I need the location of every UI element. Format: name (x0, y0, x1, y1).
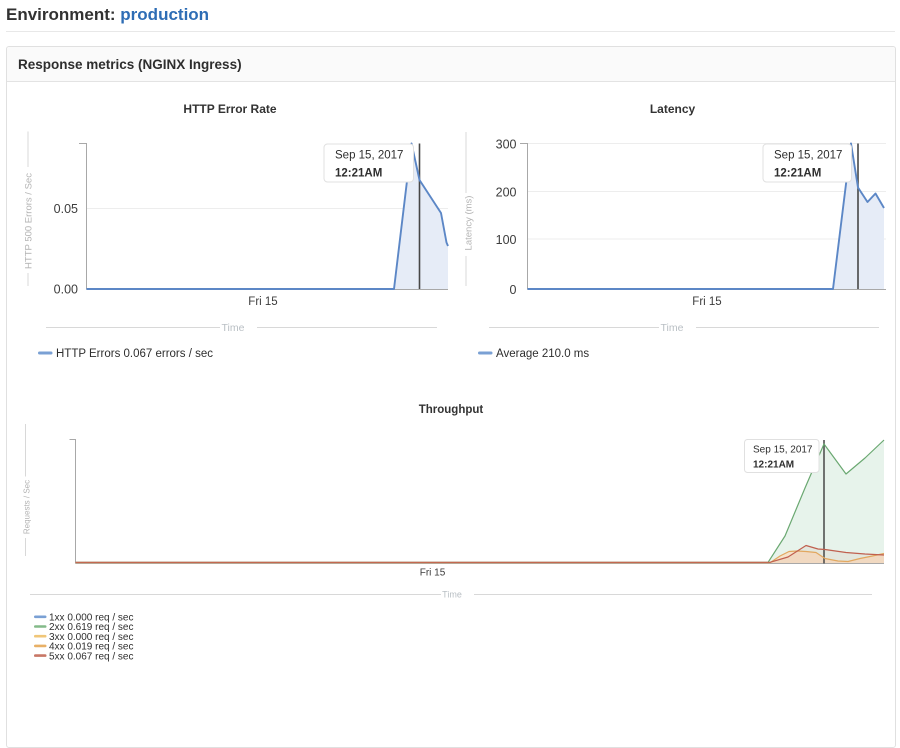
svg-text:300: 300 (496, 138, 517, 152)
svg-text:3xx 0.000 req / sec: 3xx 0.000 req / sec (49, 632, 134, 643)
svg-text:Time: Time (222, 322, 245, 334)
svg-text:HTTP 500 Errors / Sec: HTTP 500 Errors / Sec (24, 173, 35, 269)
svg-text:Time: Time (661, 322, 684, 334)
svg-text:2xx 0.619 req / sec: 2xx 0.619 req / sec (49, 622, 134, 633)
svg-text:Latency: Latency (650, 102, 696, 116)
svg-text:0.05: 0.05 (54, 202, 78, 216)
svg-text:Average 210.0 ms: Average 210.0 ms (496, 348, 589, 360)
svg-text:Sep 15, 2017: Sep 15, 2017 (774, 150, 842, 162)
svg-text:Fri 15: Fri 15 (692, 296, 721, 308)
svg-text:Sep 15, 2017: Sep 15, 2017 (753, 445, 813, 456)
svg-text:Fri 15: Fri 15 (420, 568, 446, 579)
svg-text:Throughput: Throughput (419, 404, 484, 416)
svg-text:12:21AM: 12:21AM (774, 168, 821, 180)
svg-text:12:21AM: 12:21AM (335, 168, 382, 180)
svg-text:HTTP Error Rate: HTTP Error Rate (183, 102, 276, 116)
svg-text:4xx 0.019 req / sec: 4xx 0.019 req / sec (49, 642, 134, 653)
svg-text:0: 0 (510, 283, 517, 297)
svg-text:HTTP Errors 0.067 errors / sec: HTTP Errors 0.067 errors / sec (56, 348, 213, 360)
svg-text:200: 200 (496, 186, 517, 200)
svg-text:1xx 0.000 req / sec: 1xx 0.000 req / sec (49, 613, 134, 624)
svg-text:100: 100 (496, 233, 517, 247)
svg-text:5xx 0.067 req / sec: 5xx 0.067 req / sec (49, 651, 134, 662)
svg-text:Latency (ms): Latency (ms) (464, 196, 475, 251)
svg-text:Time: Time (442, 590, 462, 600)
svg-text:0.00: 0.00 (54, 283, 78, 297)
svg-text:Sep 15, 2017: Sep 15, 2017 (335, 150, 403, 162)
svg-text:Requests / Sec: Requests / Sec (23, 480, 32, 534)
svg-text:Fri 15: Fri 15 (248, 296, 277, 308)
svg-text:12:21AM: 12:21AM (753, 460, 794, 471)
